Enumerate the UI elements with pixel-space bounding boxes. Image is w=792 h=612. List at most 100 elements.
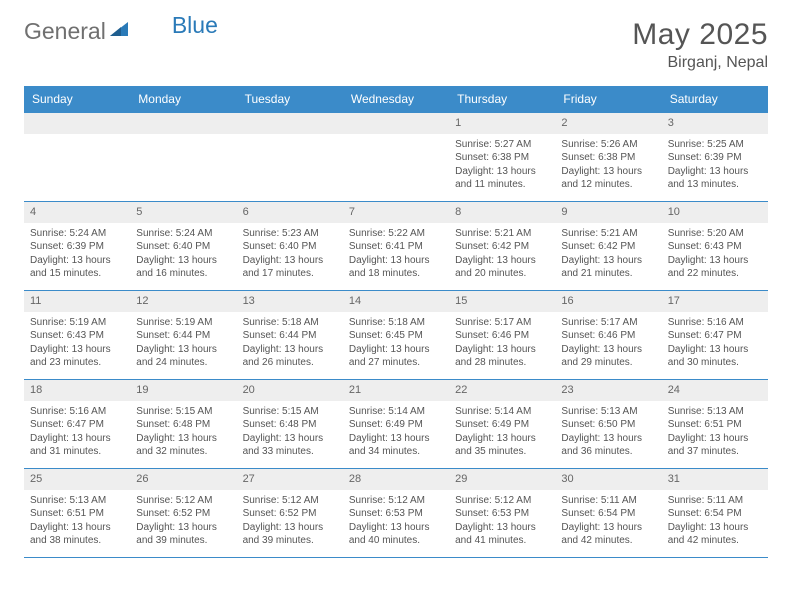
daylight-text: Daylight: 13 hours and 40 minutes. [349,521,443,548]
cell-body: Sunrise: 5:19 AMSunset: 6:44 PMDaylight:… [130,312,236,376]
day-number: 24 [662,380,768,401]
calendar-cell: 23Sunrise: 5:13 AMSunset: 6:50 PMDayligh… [555,380,661,468]
sunrise-text: Sunrise: 5:13 AM [30,494,124,508]
calendar-cell: 2Sunrise: 5:26 AMSunset: 6:38 PMDaylight… [555,113,661,201]
cell-body: Sunrise: 5:17 AMSunset: 6:46 PMDaylight:… [555,312,661,376]
day-number: 13 [237,291,343,312]
day-number: 11 [24,291,130,312]
weekday-header: Friday [555,86,661,112]
sunset-text: Sunset: 6:44 PM [136,329,230,343]
calendar-cell: 16Sunrise: 5:17 AMSunset: 6:46 PMDayligh… [555,291,661,379]
sunrise-text: Sunrise: 5:12 AM [349,494,443,508]
calendar-cell: 18Sunrise: 5:16 AMSunset: 6:47 PMDayligh… [24,380,130,468]
cell-body: Sunrise: 5:13 AMSunset: 6:51 PMDaylight:… [662,401,768,465]
cell-body: Sunrise: 5:19 AMSunset: 6:43 PMDaylight:… [24,312,130,376]
daylight-text: Daylight: 13 hours and 33 minutes. [243,432,337,459]
calendar-cell: 20Sunrise: 5:15 AMSunset: 6:48 PMDayligh… [237,380,343,468]
calendar-cell: 11Sunrise: 5:19 AMSunset: 6:43 PMDayligh… [24,291,130,379]
cell-body [24,134,130,144]
daylight-text: Daylight: 13 hours and 27 minutes. [349,343,443,370]
daylight-text: Daylight: 13 hours and 17 minutes. [243,254,337,281]
cell-body: Sunrise: 5:12 AMSunset: 6:52 PMDaylight:… [237,490,343,554]
sunrise-text: Sunrise: 5:11 AM [561,494,655,508]
weekday-header: Saturday [662,86,768,112]
calendar-cell: 13Sunrise: 5:18 AMSunset: 6:44 PMDayligh… [237,291,343,379]
sunrise-text: Sunrise: 5:24 AM [30,227,124,241]
calendar-cell: 12Sunrise: 5:19 AMSunset: 6:44 PMDayligh… [130,291,236,379]
calendar-cell: 9Sunrise: 5:21 AMSunset: 6:42 PMDaylight… [555,202,661,290]
calendar-cell: 5Sunrise: 5:24 AMSunset: 6:40 PMDaylight… [130,202,236,290]
day-number: 17 [662,291,768,312]
sunrise-text: Sunrise: 5:17 AM [455,316,549,330]
day-number: 15 [449,291,555,312]
sunrise-text: Sunrise: 5:19 AM [136,316,230,330]
sunset-text: Sunset: 6:48 PM [136,418,230,432]
day-number: 28 [343,469,449,490]
day-number: 18 [24,380,130,401]
daylight-text: Daylight: 13 hours and 26 minutes. [243,343,337,370]
sunset-text: Sunset: 6:43 PM [30,329,124,343]
day-number [24,113,130,134]
calendar-cell: 7Sunrise: 5:22 AMSunset: 6:41 PMDaylight… [343,202,449,290]
day-number: 16 [555,291,661,312]
day-number: 29 [449,469,555,490]
sunset-text: Sunset: 6:46 PM [455,329,549,343]
sunset-text: Sunset: 6:54 PM [668,507,762,521]
daylight-text: Daylight: 13 hours and 21 minutes. [561,254,655,281]
calendar-week-row: 11Sunrise: 5:19 AMSunset: 6:43 PMDayligh… [24,291,768,380]
daylight-text: Daylight: 13 hours and 23 minutes. [30,343,124,370]
daylight-text: Daylight: 13 hours and 31 minutes. [30,432,124,459]
day-number: 1 [449,113,555,134]
day-number: 27 [237,469,343,490]
location-label: Birganj, Nepal [632,54,768,72]
daylight-text: Daylight: 13 hours and 42 minutes. [668,521,762,548]
day-number: 26 [130,469,236,490]
brand-logo: General Blue [24,18,218,45]
cell-body: Sunrise: 5:11 AMSunset: 6:54 PMDaylight:… [662,490,768,554]
sunrise-text: Sunrise: 5:15 AM [136,405,230,419]
calendar-week-row: 25Sunrise: 5:13 AMSunset: 6:51 PMDayligh… [24,469,768,558]
daylight-text: Daylight: 13 hours and 16 minutes. [136,254,230,281]
sunset-text: Sunset: 6:46 PM [561,329,655,343]
sunrise-text: Sunrise: 5:14 AM [349,405,443,419]
sunrise-text: Sunrise: 5:21 AM [455,227,549,241]
sunrise-text: Sunrise: 5:12 AM [455,494,549,508]
daylight-text: Daylight: 13 hours and 15 minutes. [30,254,124,281]
calendar-cell: 28Sunrise: 5:12 AMSunset: 6:53 PMDayligh… [343,469,449,557]
cell-body: Sunrise: 5:21 AMSunset: 6:42 PMDaylight:… [555,223,661,287]
cell-body: Sunrise: 5:17 AMSunset: 6:46 PMDaylight:… [449,312,555,376]
cell-body: Sunrise: 5:23 AMSunset: 6:40 PMDaylight:… [237,223,343,287]
sunrise-text: Sunrise: 5:13 AM [561,405,655,419]
cell-body: Sunrise: 5:12 AMSunset: 6:53 PMDaylight:… [343,490,449,554]
daylight-text: Daylight: 13 hours and 24 minutes. [136,343,230,370]
weekday-header-row: Sunday Monday Tuesday Wednesday Thursday… [24,86,768,112]
sunset-text: Sunset: 6:49 PM [349,418,443,432]
sunrise-text: Sunrise: 5:27 AM [455,138,549,152]
daylight-text: Daylight: 13 hours and 37 minutes. [668,432,762,459]
sunrise-text: Sunrise: 5:15 AM [243,405,337,419]
daylight-text: Daylight: 13 hours and 12 minutes. [561,165,655,192]
daylight-text: Daylight: 13 hours and 34 minutes. [349,432,443,459]
calendar-cell: 27Sunrise: 5:12 AMSunset: 6:52 PMDayligh… [237,469,343,557]
day-number [130,113,236,134]
cell-body: Sunrise: 5:24 AMSunset: 6:39 PMDaylight:… [24,223,130,287]
sunset-text: Sunset: 6:38 PM [561,151,655,165]
sunset-text: Sunset: 6:51 PM [30,507,124,521]
month-title: May 2025 [632,18,768,52]
calendar-cell [343,113,449,201]
calendar-cell [24,113,130,201]
daylight-text: Daylight: 13 hours and 36 minutes. [561,432,655,459]
page-header: General Blue May 2025 Birganj, Nepal [24,18,768,72]
calendar-cell: 21Sunrise: 5:14 AMSunset: 6:49 PMDayligh… [343,380,449,468]
daylight-text: Daylight: 13 hours and 41 minutes. [455,521,549,548]
day-number: 10 [662,202,768,223]
day-number [343,113,449,134]
sunset-text: Sunset: 6:44 PM [243,329,337,343]
cell-body: Sunrise: 5:21 AMSunset: 6:42 PMDaylight:… [449,223,555,287]
day-number: 6 [237,202,343,223]
sunset-text: Sunset: 6:53 PM [349,507,443,521]
calendar-cell: 4Sunrise: 5:24 AMSunset: 6:39 PMDaylight… [24,202,130,290]
cell-body: Sunrise: 5:15 AMSunset: 6:48 PMDaylight:… [237,401,343,465]
calendar-cell: 31Sunrise: 5:11 AMSunset: 6:54 PMDayligh… [662,469,768,557]
day-number: 20 [237,380,343,401]
